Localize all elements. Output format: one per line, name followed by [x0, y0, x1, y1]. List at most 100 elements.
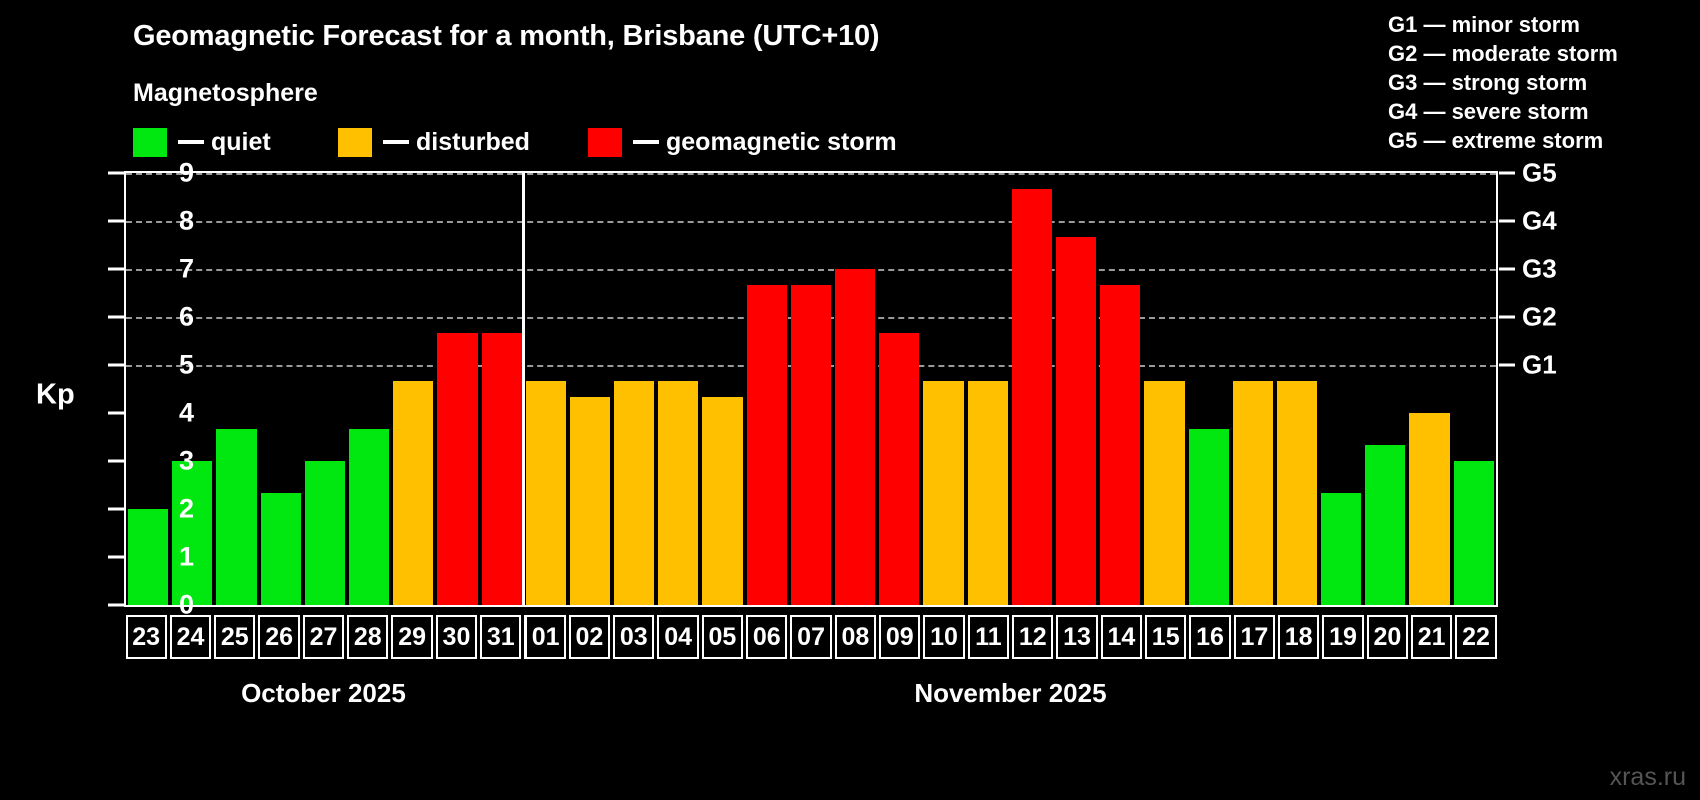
bar-13-storm[interactable]: [1055, 236, 1097, 605]
day-cell: 30: [434, 615, 478, 659]
bar-27-quiet[interactable]: [304, 461, 345, 605]
day-cell: 07: [789, 615, 833, 659]
day-label-03[interactable]: 03: [613, 615, 655, 659]
day-label-01[interactable]: 01: [524, 615, 566, 659]
bar-07-storm[interactable]: [790, 284, 831, 605]
day-label-22[interactable]: 22: [1455, 615, 1497, 659]
bar-24-quiet[interactable]: [172, 461, 213, 605]
day-cell: 12: [1011, 615, 1055, 659]
bar-20-quiet[interactable]: [1365, 445, 1406, 605]
bar-28-quiet[interactable]: [348, 428, 390, 605]
day-label-31[interactable]: 31: [480, 615, 522, 659]
bar-06-storm[interactable]: [746, 284, 787, 605]
day-label-30[interactable]: 30: [435, 615, 478, 659]
day-label-18[interactable]: 18: [1278, 615, 1320, 659]
day-label-11[interactable]: 11: [967, 615, 1010, 659]
legend-item-storm: geomagnetic storm: [588, 127, 897, 157]
day-label-16[interactable]: 16: [1189, 615, 1231, 659]
day-cell: 05: [700, 615, 744, 659]
day-label-28[interactable]: 28: [347, 615, 389, 659]
bar-26-quiet[interactable]: [260, 493, 301, 605]
day-label-06[interactable]: 06: [746, 615, 788, 659]
day-label-29[interactable]: 29: [391, 615, 433, 659]
day-label-26[interactable]: 26: [258, 615, 300, 659]
day-label-10[interactable]: 10: [923, 615, 965, 659]
day-label-02[interactable]: 02: [568, 615, 611, 659]
day-label-14[interactable]: 14: [1100, 615, 1143, 659]
bar-02-disturbed[interactable]: [569, 397, 611, 605]
day-label-24[interactable]: 24: [169, 615, 212, 659]
bar-03-disturbed[interactable]: [614, 380, 655, 605]
day-label-17[interactable]: 17: [1233, 615, 1276, 659]
legend-label: geomagnetic storm: [666, 127, 897, 156]
bar-01-disturbed[interactable]: [525, 380, 566, 605]
day-cell: 15: [1144, 615, 1188, 659]
bar-16-quiet[interactable]: [1188, 428, 1229, 605]
storm-swatch: [588, 127, 622, 157]
day-label-08[interactable]: 08: [834, 615, 877, 659]
bar-29-disturbed[interactable]: [393, 380, 434, 605]
day-label-09[interactable]: 09: [879, 615, 921, 659]
bar-14-storm[interactable]: [1100, 284, 1141, 605]
day-label-07[interactable]: 07: [790, 615, 832, 659]
g-scale-legend: G1 — minor storm G2 — moderate storm G3 — …: [1388, 10, 1688, 155]
bar-04-disturbed[interactable]: [658, 380, 699, 605]
day-label-20[interactable]: 20: [1366, 615, 1409, 659]
y-tick-mark-9: [108, 171, 124, 175]
day-label-19[interactable]: 19: [1322, 615, 1364, 659]
bar-17-disturbed[interactable]: [1232, 380, 1273, 605]
bar-25-quiet[interactable]: [216, 428, 257, 605]
day-label-12[interactable]: 12: [1012, 615, 1054, 659]
bar-11-disturbed[interactable]: [967, 380, 1008, 605]
day-cell: 26: [257, 615, 301, 659]
bar-30-storm[interactable]: [437, 332, 478, 605]
bar-10-disturbed[interactable]: [923, 380, 964, 605]
bar-23-quiet[interactable]: [128, 509, 169, 605]
day-cell: 01: [523, 615, 567, 659]
day-label-21[interactable]: 21: [1411, 615, 1453, 659]
y-tick-mark-4: [108, 411, 124, 415]
bar-series: [126, 173, 1496, 605]
bar-cell: [1142, 173, 1186, 605]
y-tick-label-5: 5: [178, 349, 194, 380]
bar-cell: [480, 173, 524, 605]
bar-cell: [347, 173, 391, 605]
day-label-13[interactable]: 13: [1056, 615, 1098, 659]
bar-cell: [1275, 173, 1319, 605]
bar-15-disturbed[interactable]: [1144, 380, 1185, 605]
bar-cell: [1054, 173, 1098, 605]
day-label-27[interactable]: 27: [302, 615, 345, 659]
bar-cell: [1452, 173, 1496, 605]
g-scale-row-5: G5 — extreme storm: [1388, 128, 1604, 153]
day-label-23[interactable]: 23: [125, 615, 167, 659]
y-tick-mark-6: [108, 315, 124, 319]
bar-cell: [1319, 173, 1363, 605]
bar-21-disturbed[interactable]: [1409, 413, 1450, 605]
quiet-swatch: [133, 127, 167, 157]
y-tick-mark-7: [108, 267, 124, 271]
bar-22-quiet[interactable]: [1453, 461, 1494, 605]
bar-08-storm[interactable]: [835, 269, 876, 605]
g-scale-row-3: G3 — strong storm: [1388, 70, 1588, 95]
bar-05-disturbed[interactable]: [702, 397, 743, 605]
bar-cell: [1187, 173, 1231, 605]
day-cell: 13: [1055, 615, 1099, 659]
day-cell: 06: [745, 615, 789, 659]
bar-19-quiet[interactable]: [1321, 493, 1362, 605]
bar-cell: [568, 173, 612, 605]
bar-09-storm[interactable]: [879, 332, 920, 605]
bar-cell: [214, 173, 258, 605]
bar-cell: [656, 173, 700, 605]
plot-area: [124, 171, 1498, 607]
day-cell: 20: [1365, 615, 1409, 659]
plot-inner: [126, 173, 1496, 605]
day-label-05[interactable]: 05: [701, 615, 744, 659]
bar-12-storm[interactable]: [1011, 188, 1052, 605]
bar-18-disturbed[interactable]: [1276, 380, 1318, 605]
day-label-04[interactable]: 04: [657, 615, 699, 659]
bar-cell: [921, 173, 965, 605]
gridline-kp-9: [126, 173, 1496, 175]
bar-31-storm[interactable]: [481, 332, 522, 605]
day-label-15[interactable]: 15: [1145, 615, 1187, 659]
day-label-25[interactable]: 25: [214, 615, 256, 659]
